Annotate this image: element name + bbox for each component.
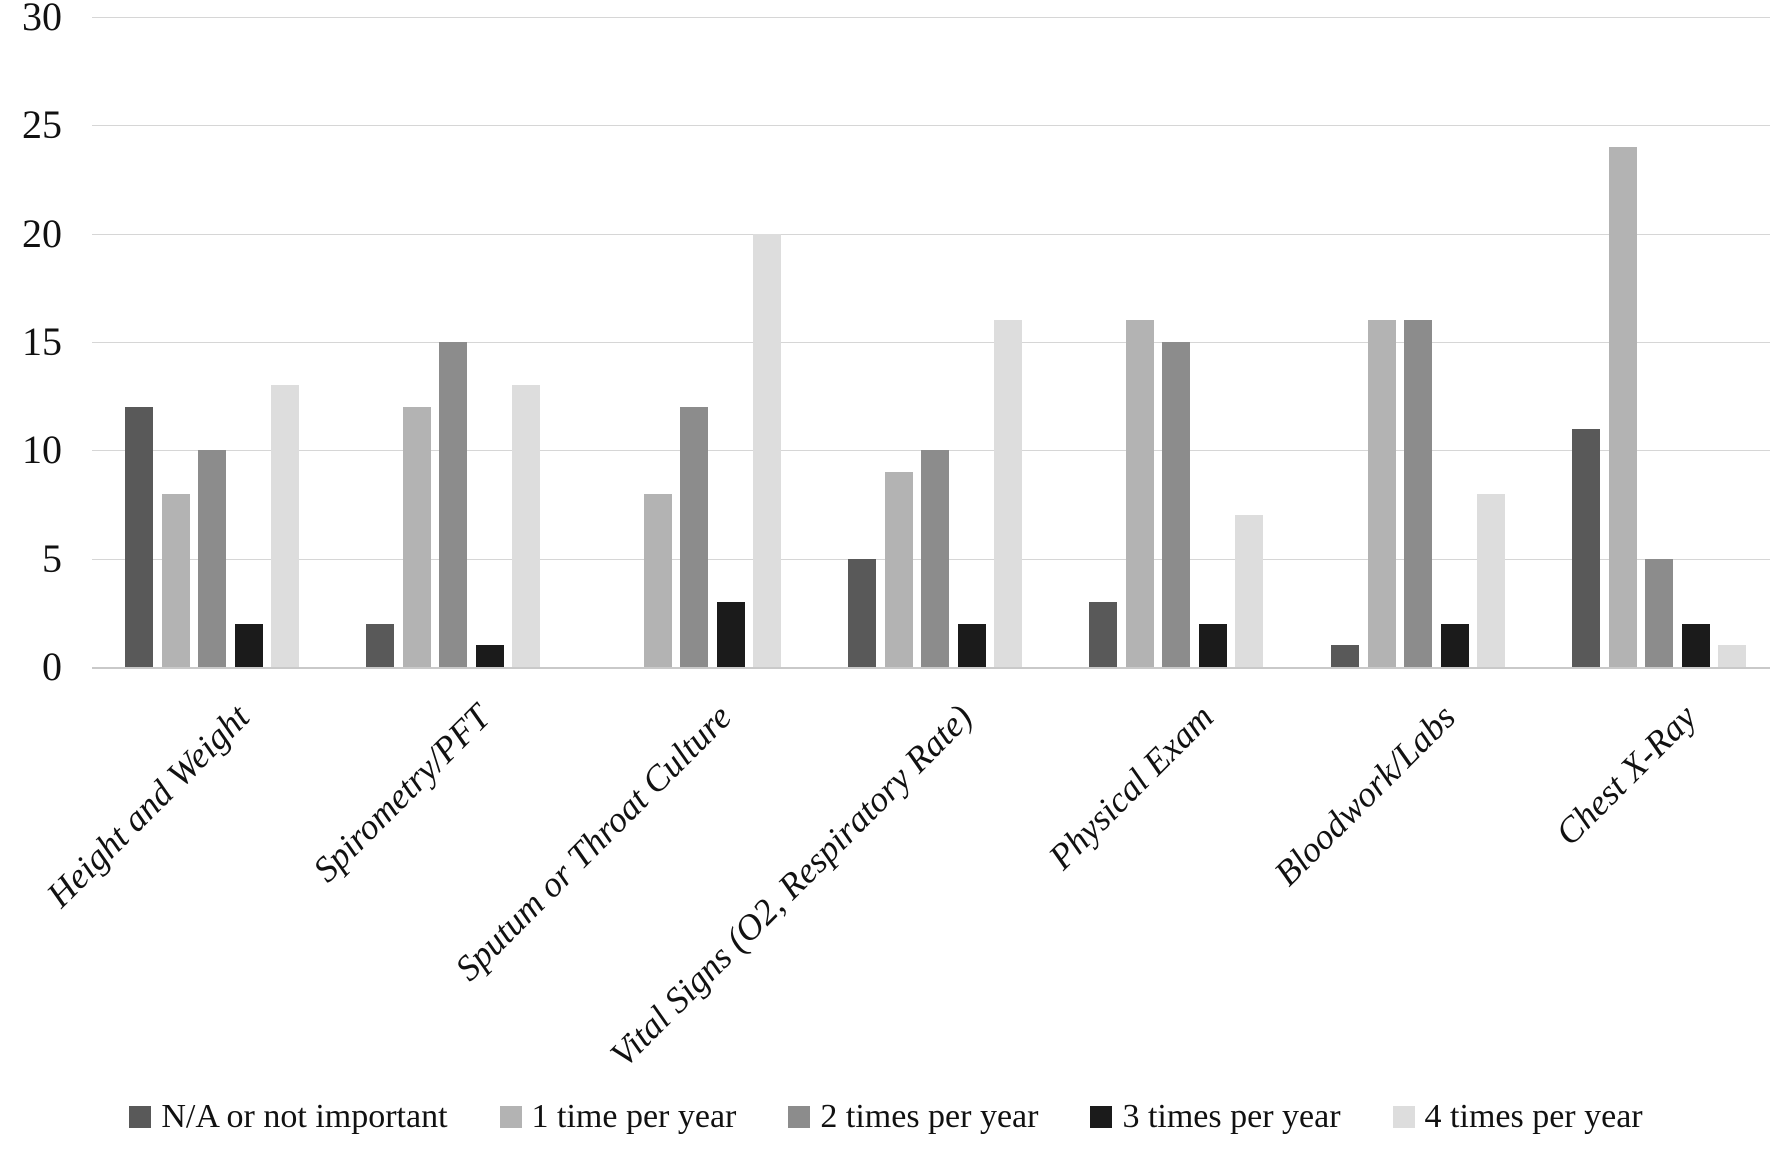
bar-series2-cat2 bbox=[402, 407, 431, 667]
bar-series4-cat6 bbox=[1440, 623, 1469, 667]
legend-item: N/A or not important bbox=[129, 1098, 448, 1136]
legend-swatch-icon bbox=[129, 1106, 152, 1128]
x-axis-category-label: Bloodwork/Labs bbox=[1266, 696, 1463, 894]
legend-item: 2 times per year bbox=[788, 1098, 1038, 1136]
bar-series4-cat3 bbox=[716, 602, 745, 667]
bar-series2-cat4 bbox=[884, 472, 913, 667]
legend-label: 3 times per year bbox=[1122, 1098, 1341, 1135]
y-axis-tick-label: 10 bbox=[22, 427, 62, 473]
bar-series1-cat2 bbox=[366, 623, 394, 667]
gridline bbox=[92, 125, 1770, 127]
bar-series3-cat1 bbox=[198, 450, 226, 667]
chart-legend: N/A or not important 1 time per year 2 tim… bbox=[0, 1098, 1772, 1136]
bar-series1-cat5 bbox=[1089, 602, 1117, 667]
bar-series3-cat6 bbox=[1404, 320, 1432, 667]
legend-swatch-icon bbox=[1392, 1106, 1415, 1128]
y-axis-tick-label: 0 bbox=[42, 644, 62, 689]
bar-series2-cat1 bbox=[161, 493, 190, 667]
y-axis-tick-label: 25 bbox=[22, 102, 62, 148]
bar-series4-cat1 bbox=[234, 623, 263, 667]
y-axis-tick-label: 5 bbox=[42, 535, 62, 581]
legend-swatch-icon bbox=[499, 1106, 522, 1128]
legend-label: 4 times per year bbox=[1424, 1098, 1643, 1135]
x-axis-line bbox=[92, 667, 1770, 669]
gridline bbox=[92, 233, 1770, 235]
y-axis-tick-label: 20 bbox=[22, 210, 62, 256]
bar-series1-cat4 bbox=[848, 558, 876, 667]
legend-item: 1 time per year bbox=[499, 1098, 737, 1136]
bar-series3-cat5 bbox=[1162, 342, 1190, 667]
x-axis-category-label: Spirometry/PFT bbox=[305, 696, 498, 890]
bar-series1-cat1 bbox=[125, 407, 153, 667]
bar-series5-cat3 bbox=[753, 233, 781, 667]
x-axis-category-label: Chest X-Ray bbox=[1547, 696, 1704, 853]
gridline bbox=[92, 17, 1770, 18]
bar-series2-cat6 bbox=[1367, 320, 1396, 667]
legend-swatch-icon bbox=[1090, 1106, 1113, 1128]
legend-label: N/A or not important bbox=[161, 1098, 448, 1135]
x-axis-category-label: Physical Exam bbox=[1040, 696, 1221, 877]
bar-series5-cat6 bbox=[1477, 493, 1505, 667]
bar-series2-cat3 bbox=[643, 493, 672, 667]
x-axis-category-label: Sputum or Throat Culture bbox=[447, 696, 739, 989]
bar-series5-cat4 bbox=[994, 320, 1022, 667]
bar-series4-cat4 bbox=[957, 623, 986, 667]
bar-series1-cat7 bbox=[1572, 428, 1600, 667]
y-axis-tick-label: 30 bbox=[22, 0, 62, 39]
y-axis-tick-label: 15 bbox=[22, 319, 62, 364]
bar-series5-cat5 bbox=[1235, 515, 1263, 667]
bar-series3-cat7 bbox=[1645, 558, 1673, 667]
legend-swatch-icon bbox=[788, 1106, 811, 1128]
bar-series5-cat2 bbox=[512, 385, 540, 667]
bar-series3-cat2 bbox=[439, 342, 467, 667]
legend-item: 3 times per year bbox=[1090, 1098, 1341, 1136]
bar-series2-cat5 bbox=[1125, 320, 1154, 667]
bar-series3-cat3 bbox=[680, 407, 708, 667]
legend-item: 4 times per year bbox=[1392, 1098, 1643, 1136]
bar-series4-cat7 bbox=[1681, 623, 1710, 667]
legend-label: 2 times per year bbox=[820, 1098, 1039, 1135]
bar-series4-cat2 bbox=[475, 645, 504, 667]
x-axis-category-label: Height and Weight bbox=[38, 696, 257, 915]
gridline bbox=[92, 342, 1770, 343]
legend-label: 1 time per year bbox=[531, 1098, 737, 1135]
bar-series4-cat5 bbox=[1198, 623, 1227, 667]
bar-series3-cat4 bbox=[921, 450, 949, 667]
bar-series2-cat7 bbox=[1608, 147, 1637, 667]
bar-series1-cat6 bbox=[1331, 645, 1359, 667]
bar-series5-cat1 bbox=[271, 385, 299, 667]
bar-series5-cat7 bbox=[1718, 645, 1746, 667]
